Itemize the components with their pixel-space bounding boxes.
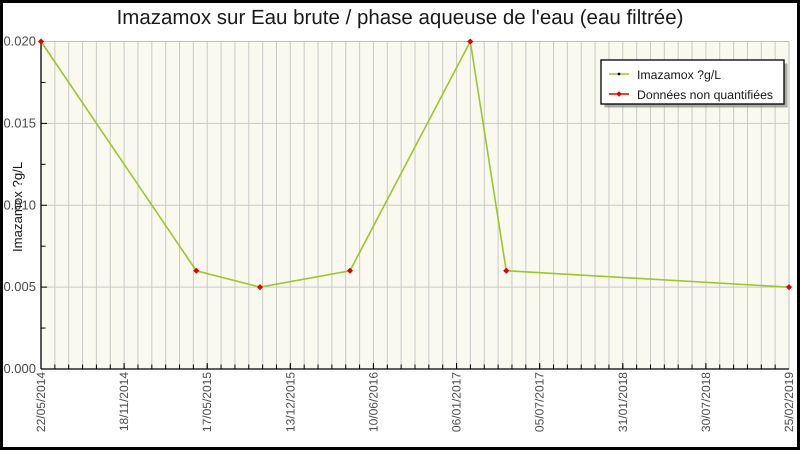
svg-text:17/05/2015: 17/05/2015	[200, 372, 214, 432]
svg-text:06/01/2017: 06/01/2017	[450, 372, 464, 432]
svg-text:13/12/2015: 13/12/2015	[283, 372, 297, 432]
svg-text:Données non quantifiées: Données non quantifiées	[637, 88, 773, 102]
svg-text:Imazamox ?g/L: Imazamox ?g/L	[637, 68, 721, 82]
svg-text:0.015: 0.015	[3, 115, 36, 130]
svg-text:0.005: 0.005	[3, 279, 36, 294]
svg-text:31/01/2018: 31/01/2018	[616, 372, 630, 432]
svg-text:18/11/2014: 18/11/2014	[117, 372, 131, 431]
svg-text:22/05/2014: 22/05/2014	[34, 372, 48, 432]
svg-text:10/06/2016: 10/06/2016	[366, 372, 380, 432]
svg-text:0.000: 0.000	[3, 361, 36, 376]
svg-text:30/07/2018: 30/07/2018	[699, 372, 713, 432]
svg-text:05/07/2017: 05/07/2017	[533, 372, 547, 432]
svg-text:25/02/2019: 25/02/2019	[782, 372, 796, 432]
svg-text:0.020: 0.020	[3, 34, 36, 49]
